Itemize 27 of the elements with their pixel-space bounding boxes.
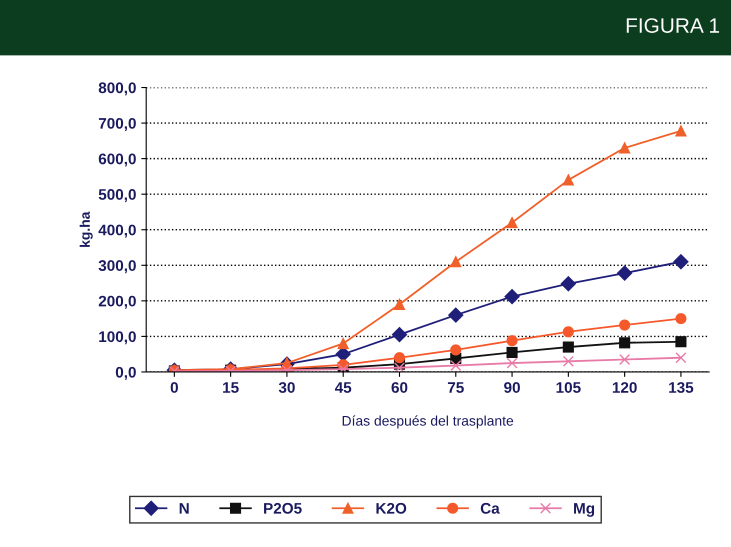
x-tick-label: 75 (448, 382, 464, 393)
chart-title: FIGURA 1 (626, 18, 720, 33)
x-tick-label: 120 (612, 382, 637, 393)
y-tick-label: 700,0 (98, 118, 136, 131)
x-tick-label: 90 (504, 382, 520, 393)
y-tick-label: 0,0 (116, 366, 136, 380)
legend-label: Ca (480, 502, 500, 514)
legend-label: N (180, 503, 189, 514)
x-tick-label: 60 (392, 382, 408, 393)
x-tick-label: 45 (334, 382, 352, 393)
y-tick-label: 800,0 (98, 82, 136, 96)
y-tick-label: 300,0 (98, 260, 136, 274)
y-tick-label: 100,0 (99, 331, 136, 344)
x-tick-label: 30 (278, 382, 295, 393)
x-tick-label: 105 (556, 382, 581, 393)
y-tick-label: 400,0 (98, 224, 136, 238)
x-axis-title: Días después del trasplante (342, 415, 514, 428)
y-tick-label: 500,0 (98, 189, 136, 202)
x-tick-label: 135 (669, 382, 694, 393)
legend-label: Mg (574, 503, 594, 517)
legend-label: K2O (376, 502, 406, 514)
y-axis-title: kg.ha (80, 212, 93, 247)
y-tick-label: 600,0 (98, 154, 136, 167)
y-tick-label: 200,0 (98, 296, 136, 309)
x-tick-label: 15 (223, 382, 239, 393)
legend-label: P2O5 (264, 502, 302, 514)
x-tick-label: 0 (170, 382, 178, 393)
